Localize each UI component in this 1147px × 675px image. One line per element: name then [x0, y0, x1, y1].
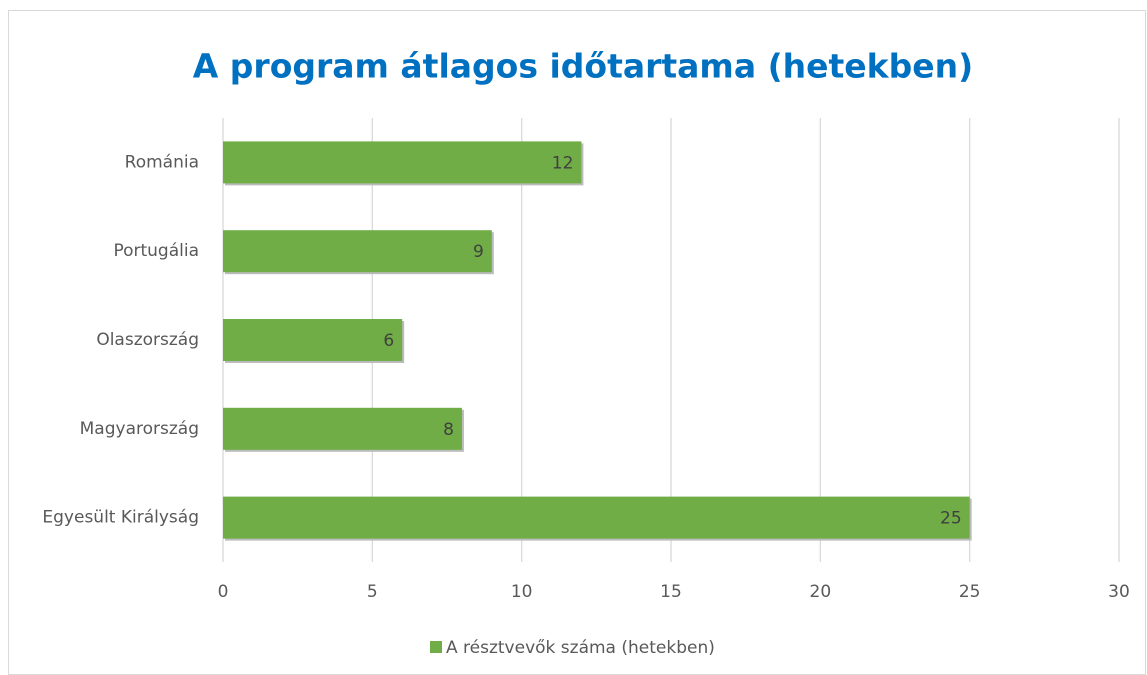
y-tick-label: Egyesült Királyság: [42, 508, 199, 528]
x-tick-label: 25: [959, 582, 981, 602]
x-tick-label: 10: [511, 582, 533, 602]
bar: [223, 319, 403, 361]
y-tick-label: Portugália: [113, 241, 199, 261]
y-tick-label: Olaszország: [96, 330, 199, 350]
y-tick-label: Románia: [125, 152, 199, 172]
x-tick-label: 15: [660, 582, 682, 602]
x-tick-label: 30: [1108, 582, 1130, 602]
legend-label: A résztvevők száma (hetekben): [446, 638, 715, 658]
chart-title: A program átlagos időtartama (hetekben): [193, 47, 973, 86]
data-label: 9: [473, 242, 484, 262]
data-label: 25: [940, 509, 962, 529]
bar: [223, 230, 492, 273]
x-tick-label: 5: [367, 582, 378, 602]
data-label: 6: [383, 331, 394, 351]
bar: [223, 496, 970, 539]
chart-frame: [8, 10, 1146, 675]
x-tick-label: 0: [218, 582, 229, 602]
legend-swatch: [430, 641, 442, 653]
x-tick-label: 20: [810, 582, 832, 602]
data-label: 12: [552, 153, 574, 173]
y-tick-label: Magyarország: [80, 419, 199, 439]
data-label: 8: [443, 420, 454, 440]
bar: [223, 407, 462, 450]
bar: [223, 141, 582, 184]
